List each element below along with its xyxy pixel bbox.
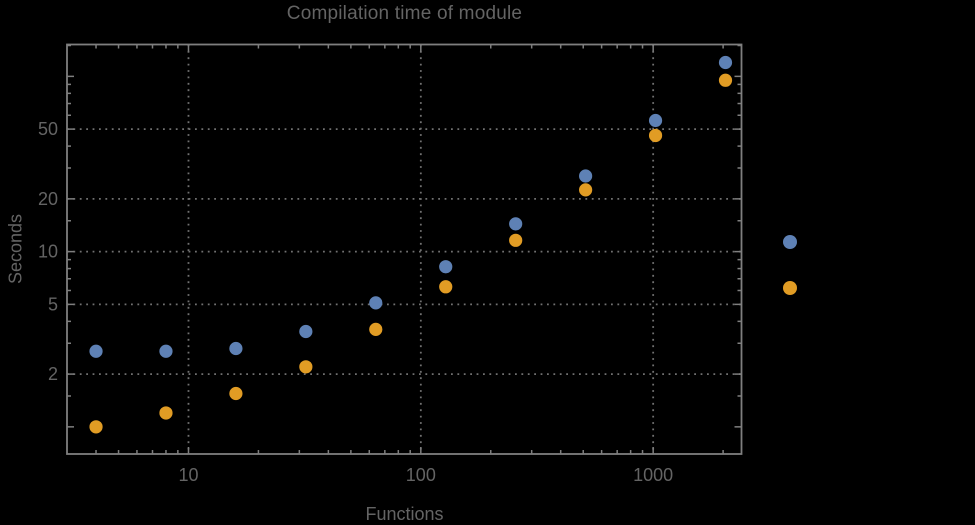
y-tick-label: 50 xyxy=(38,119,58,139)
data-point-series-blue xyxy=(299,324,313,339)
x-tick-label: 10 xyxy=(178,465,198,485)
data-point-series-orange xyxy=(648,128,663,143)
data-point-series-orange xyxy=(439,280,453,294)
data-point-series-blue xyxy=(648,113,663,128)
plot-frame xyxy=(66,43,743,455)
y-axis-label-text: Seconds xyxy=(5,213,26,285)
data-point-series-blue xyxy=(159,344,173,358)
data-point-series-orange xyxy=(579,183,593,197)
data-point-series-blue xyxy=(509,217,523,231)
data-point-series-orange xyxy=(159,406,173,420)
data-point-series-blue xyxy=(579,169,593,183)
data-point-series-orange xyxy=(509,233,523,247)
y-tick-label: 20 xyxy=(38,189,58,209)
data-point-series-blue xyxy=(369,296,383,310)
x-axis-label: Functions xyxy=(365,504,444,524)
x-tick-label: 100 xyxy=(406,465,436,485)
data-point-series-orange xyxy=(229,386,243,401)
data-point-series-orange xyxy=(718,73,733,87)
data-point-series-blue xyxy=(89,344,103,358)
y-tick-label: 10 xyxy=(38,242,58,262)
data-point-series-blue xyxy=(229,341,243,356)
legend-marker-orange xyxy=(783,281,797,295)
data-point-series-blue xyxy=(439,260,453,274)
data-point-series-orange xyxy=(89,420,103,434)
data-point-series-orange xyxy=(299,360,313,374)
data-point-series-blue xyxy=(718,55,733,70)
chart-title: Compilation time of module xyxy=(286,3,523,24)
legend-marker-blue xyxy=(783,235,797,249)
data-point-series-orange xyxy=(369,322,383,336)
y-tick-label: 5 xyxy=(48,294,58,314)
y-tick-label: 2 xyxy=(48,364,58,384)
x-tick-label: 1000 xyxy=(633,465,673,485)
